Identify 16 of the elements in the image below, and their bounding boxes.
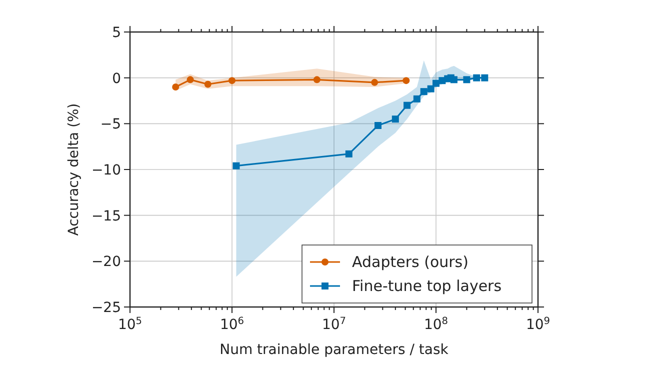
x-tick-label: 10$^{7}$ [322, 316, 346, 333]
x-tick-label: 10$^{5}$ [118, 316, 142, 333]
legend-label: Adapters (ours) [352, 253, 468, 271]
y-tick-label: 5 [112, 25, 121, 41]
y-tick-label: −10 [91, 162, 121, 178]
y-tick-label: 0 [112, 70, 121, 87]
legend-label: Fine-tune top layers [352, 277, 502, 295]
y-tick-label: −25 [91, 300, 121, 316]
y-tick-label: −15 [91, 208, 121, 224]
y-tick-label: −20 [91, 254, 121, 270]
x-tick-label: 10$^{8}$ [424, 316, 448, 333]
x-tick-label: 10$^{6}$ [220, 316, 244, 333]
y-tick-label: −5 [100, 116, 121, 133]
x-axis-title: Num trainable parameters / task [220, 342, 450, 358]
y-axis-title: Accuracy delta (%) [66, 103, 82, 236]
x-tick-label: 10$^{9}$ [526, 316, 550, 333]
